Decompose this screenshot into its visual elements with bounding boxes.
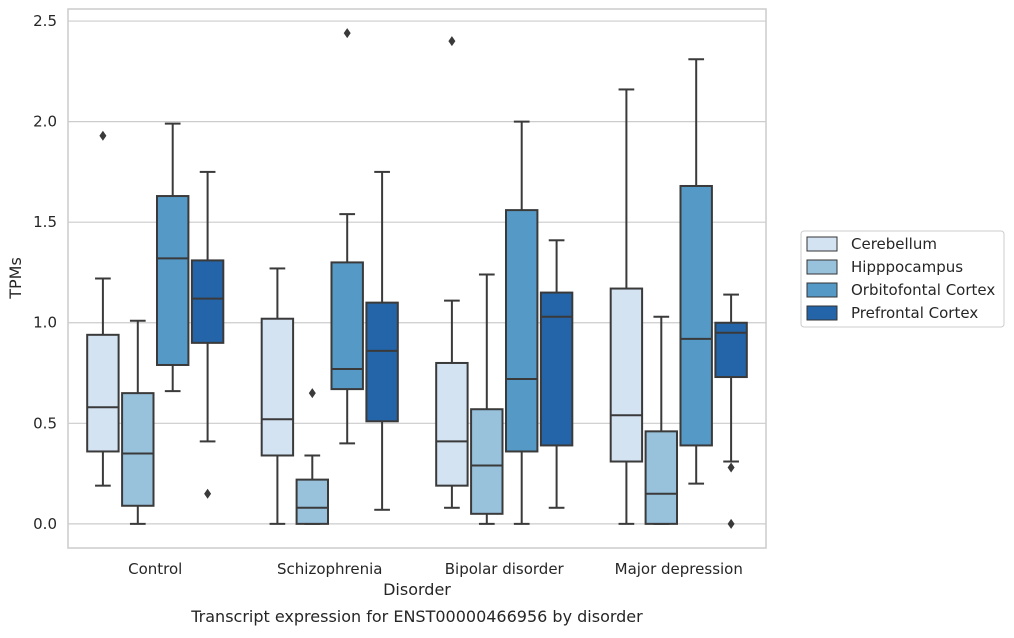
legend-label: Orbitofontal Cortex [851,281,995,299]
box-iqr [330,261,364,391]
y-axis-label: TPMs [6,257,25,300]
box-iqr [365,301,399,423]
legend-label: Cerebellum [851,235,937,253]
box-3-0 [609,88,644,525]
box-iqr [714,321,748,379]
y-tick-label: 1.0 [33,314,57,332]
box-2-0 [435,36,469,509]
box-1-3 [365,170,399,511]
legend-swatch [806,259,838,275]
figure-caption: Transcript expression for ENST0000046695… [190,607,643,626]
outlier-point [343,28,351,39]
box-0-2 [155,122,190,393]
box-0-3 [190,170,225,499]
legend-label: Prefrontal Cortex [851,304,978,322]
box-iqr [435,361,469,487]
box-iqr [121,392,155,507]
boxes-layer [86,28,748,529]
outlier-point [308,388,316,399]
legend-label: Hipppocampus [851,258,963,276]
outlier-point [727,518,735,529]
y-tick-label: 0.5 [33,414,57,432]
y-tick-label: 1.5 [33,213,57,231]
box-iqr [155,195,190,366]
box-2-2 [504,120,539,525]
x-tick-label: Control [128,560,182,578]
box-iqr [190,259,225,344]
y-tick-label: 2.0 [33,113,57,131]
y-tick-label: 2.5 [33,12,57,30]
x-tick-labels: Control Schizophrenia Bipolar disorder Majo… [128,560,743,578]
box-2-1 [470,273,504,525]
box-iqr [86,333,120,453]
box-iqr [504,209,539,453]
box-1-2 [330,28,364,445]
box-3-2 [679,58,713,485]
plot-frame [67,8,767,549]
box-0-1 [121,319,155,525]
legend-frame [800,230,1005,328]
box-2-3 [539,239,574,509]
box-iqr [644,430,679,525]
outlier-point [204,488,212,499]
legend-swatch [806,305,838,321]
box-0-0 [86,130,120,487]
box-3-1 [644,315,679,525]
box-iqr [609,287,644,463]
x-tick-label: Schizophrenia [277,560,382,578]
box-iqr [295,478,330,525]
box-iqr [679,184,713,447]
x-axis-label: Disorder [383,580,451,599]
y-tick-label: 0.0 [33,515,57,533]
x-tick-label: Bipolar disorder [445,560,565,578]
box-iqr [470,408,504,515]
legend-swatch [806,282,838,298]
box-iqr [260,317,295,457]
box-1-1 [295,388,330,525]
y-tick-labels: 0.0 0.5 1.0 1.5 2.0 2.5 [33,12,57,533]
box-3-3 [714,293,748,529]
outlier-point [99,130,107,141]
box-1-0 [260,267,295,525]
legend-swatch [806,236,838,252]
x-tick-label: Major depression [615,560,743,578]
outlier-point [727,462,735,473]
legend: Cerebellum Hipppocampus Orbitofontal Corte… [800,230,1005,328]
outlier-point [448,36,456,47]
box-iqr [539,291,574,447]
